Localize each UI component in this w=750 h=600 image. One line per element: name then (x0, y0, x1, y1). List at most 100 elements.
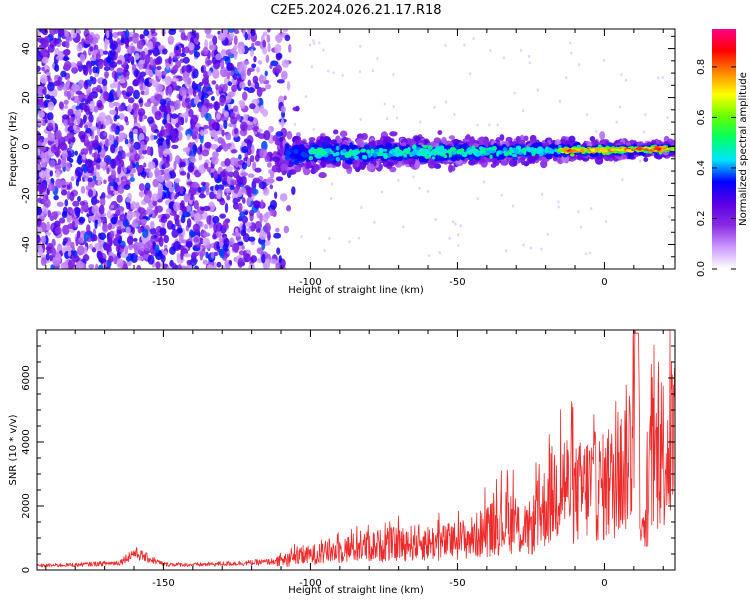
spectrogram-noise-blob (254, 167, 262, 173)
spectrogram-noise-blob (125, 226, 131, 234)
spectrogram-noise-blob (106, 167, 110, 175)
spectrogram-noise-dot (385, 117, 389, 121)
spectrogram-noise-blob (258, 87, 267, 92)
spectrogram-noise-blob (223, 237, 230, 248)
spectrogram-noise-blob (93, 234, 98, 242)
spectrogram-noise-blob (233, 186, 239, 194)
spectrogram-noise-blob (223, 111, 230, 118)
spectrogram-noise-blob (47, 209, 52, 218)
spectrogram-noise-blob (191, 134, 198, 140)
spectrogram-noise-blob (98, 257, 107, 263)
spectrogram-noise-dot (359, 117, 362, 121)
spectrogram-noise-blob (165, 122, 172, 133)
spectrogram-noise-blob (124, 116, 129, 123)
spectrogram-noise-blob (116, 67, 125, 73)
spectrogram-noise-blob (67, 259, 76, 269)
spectrogram-noise-blob (127, 97, 135, 104)
spectrogram-noise-blob (131, 34, 139, 44)
spectrogram-noise-blob (98, 112, 107, 122)
spectrogram-noise-blob (96, 84, 102, 93)
spectrogram-noise-blob (165, 180, 173, 189)
spectrogram-noise-blob (215, 83, 219, 91)
spectrogram-noise-dot (444, 44, 447, 48)
spectrogram-noise-blob (211, 121, 220, 131)
spectrogram-signal-envelope (355, 138, 364, 146)
spectrogram-noise-blob (37, 206, 43, 216)
spectrogram-noise-blob (46, 221, 51, 232)
spectrogram-noise-blob (261, 140, 268, 151)
spectrogram-noise-blob (99, 161, 107, 167)
spectrogram-noise-blob (224, 202, 229, 213)
spectrogram-noise-dot (438, 251, 441, 255)
spectrogram-noise-dot (536, 88, 540, 92)
spectrogram-noise-blob (167, 36, 175, 42)
spectrogram-noise-blob (254, 179, 263, 184)
spectrogram-noise-blob (69, 116, 75, 124)
spectrogram-noise-blob (152, 46, 160, 57)
spectrogram-noise-blob (239, 63, 244, 73)
spectrogram-noise-blob (184, 97, 191, 104)
spectrogram-signal-envelope (333, 129, 339, 135)
spectrogram-noise-blob (106, 210, 112, 219)
spectrogram-noise-blob (37, 234, 41, 244)
spectrogram-noise-blob (275, 227, 280, 233)
spectrogram-noise-dot (392, 105, 395, 109)
spectrogram-noise-blob (200, 66, 205, 74)
spectrogram-noise-blob (80, 186, 86, 194)
spectrogram-signal-core (284, 155, 290, 161)
spectrogram-noise-blob (269, 199, 278, 210)
spectrogram-noise-blob (262, 47, 268, 55)
spectrogram-noise-blob (244, 222, 252, 227)
spectrogram-noise-blob (237, 45, 245, 55)
spectrogram-noise-blob (37, 149, 41, 158)
spectrogram-signal-core (390, 156, 398, 161)
spectrogram-noise-dot (453, 113, 456, 117)
spectrogram-noise-blob (282, 29, 289, 33)
spectrogram-noise-blob (199, 143, 203, 153)
spectrogram-noise-blob (127, 104, 133, 113)
spectrogram-noise-blob (198, 81, 204, 87)
spectrogram-signal-envelope (468, 159, 476, 166)
spectrogram-noise-dot (341, 73, 344, 77)
spectrogram-noise-blob (186, 218, 192, 228)
spectrogram-noise-blob (157, 188, 163, 200)
spectrogram-noise-blob (116, 31, 125, 36)
spectrogram-noise-dot (444, 100, 448, 104)
spectrogram-signal-envelope (643, 157, 649, 162)
spectrogram-noise-blob (284, 34, 291, 42)
spectrogram-noise-blob (114, 177, 120, 183)
spectrogram-noise-blob (117, 165, 122, 175)
spectrogram-noise-blob (219, 213, 227, 219)
spectrogram-noise-blob (148, 161, 156, 170)
spectrogram-noise-blob (179, 52, 187, 57)
spectrogram-noise-blob (53, 220, 61, 229)
spectrogram-noise-blob (131, 212, 137, 218)
spectrogram-noise-dot (448, 236, 451, 240)
spectrogram-noise-dot (418, 120, 422, 124)
spectrogram-noise-blob (158, 236, 164, 247)
spectrogram-noise-blob (94, 243, 101, 250)
spectrogram-noise-blob (72, 124, 77, 131)
spectrogram-noise-dot (666, 116, 669, 120)
spectrogram-noise-blob (219, 171, 226, 178)
spectrogram-noise-blob (244, 210, 249, 216)
spectrogram-noise-blob (45, 252, 50, 261)
spectrogram-noise-dot (312, 127, 316, 131)
spectrogram-noise-blob (253, 55, 257, 63)
spectrogram-noise-dot (312, 39, 315, 43)
spectrogram-noise-blob (247, 67, 255, 73)
spectrogram-noise-blob (224, 158, 231, 167)
spectrogram-noise-blob (95, 52, 101, 61)
spectrogram-noise-blob (100, 197, 106, 207)
spectrogram-noise-blob (120, 37, 125, 44)
spectrogram-noise-blob (116, 59, 123, 65)
spectrogram-noise-blob (82, 254, 90, 262)
spectrogram-noise-blob (232, 242, 240, 253)
figure-title: C2E5.2024.026.21.17.R18 (270, 3, 441, 18)
spectrogram-noise-blob (102, 120, 111, 126)
spectrogram-noise-blob (229, 184, 235, 191)
spectrogram-noise-blob (174, 99, 181, 110)
spectrogram-noise-blob (252, 126, 260, 132)
spectrogram-noise-blob (89, 130, 93, 137)
spectrogram-noise-blob (99, 217, 107, 224)
